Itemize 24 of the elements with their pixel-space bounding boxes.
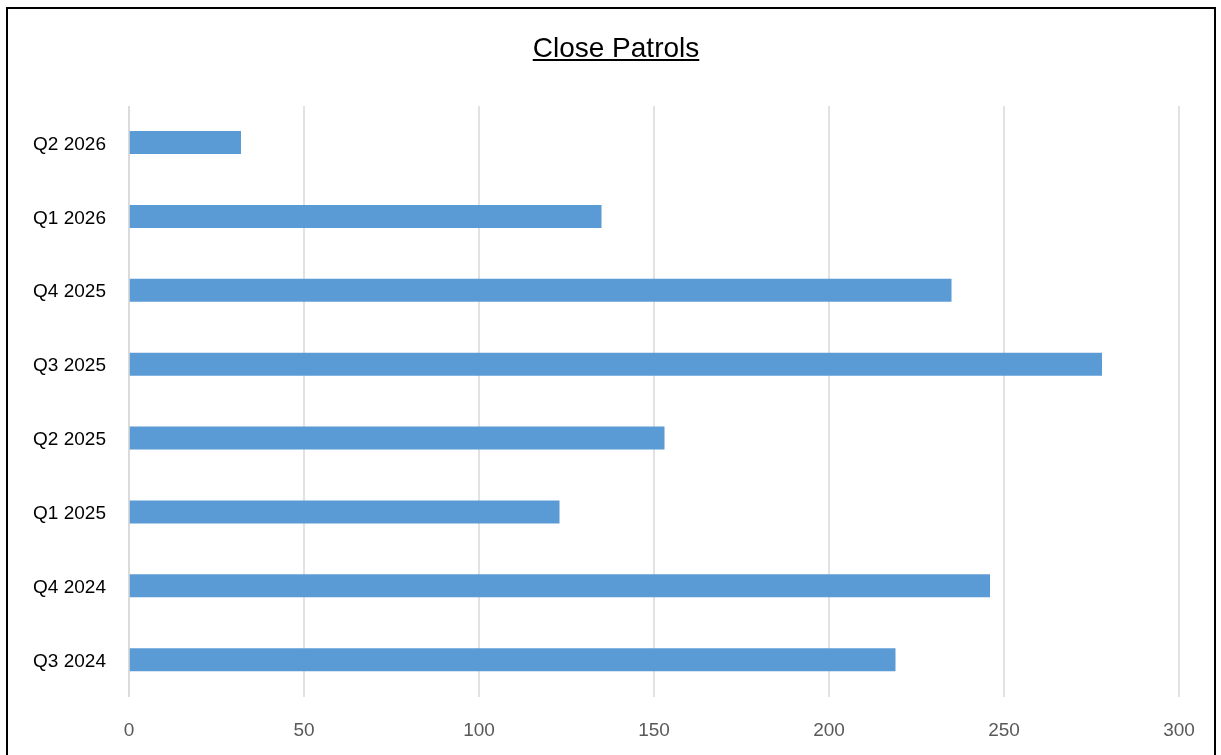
x-tick-label: 0 xyxy=(123,719,135,741)
bar xyxy=(129,278,952,302)
x-tick-label: 300 xyxy=(1163,719,1195,741)
y-tick-label: Q4 2024 xyxy=(33,575,107,597)
bar xyxy=(129,500,560,524)
x-tick-label: 50 xyxy=(293,719,315,741)
y-tick-label: Q1 2026 xyxy=(33,206,106,228)
y-tick-label: Q2 2026 xyxy=(33,132,106,154)
bar xyxy=(129,648,896,672)
x-tick-label: 150 xyxy=(638,719,670,741)
x-tick-label: 200 xyxy=(813,719,845,741)
chart-title: Close Patrols xyxy=(532,32,700,63)
bar xyxy=(129,426,665,450)
bar xyxy=(129,131,241,154)
y-tick-label: Q4 2025 xyxy=(33,280,106,302)
y-tick-label: Q3 2025 xyxy=(33,354,106,376)
y-tick-label: Q1 2025 xyxy=(33,502,106,524)
y-tick-label: Q3 2024 xyxy=(33,649,107,671)
x-tick-label: 250 xyxy=(988,719,1020,741)
bar xyxy=(129,574,990,598)
x-tick-label: 100 xyxy=(463,719,495,741)
bar xyxy=(129,352,1102,376)
bar xyxy=(129,204,602,228)
y-tick-label: Q2 2025 xyxy=(33,428,106,450)
